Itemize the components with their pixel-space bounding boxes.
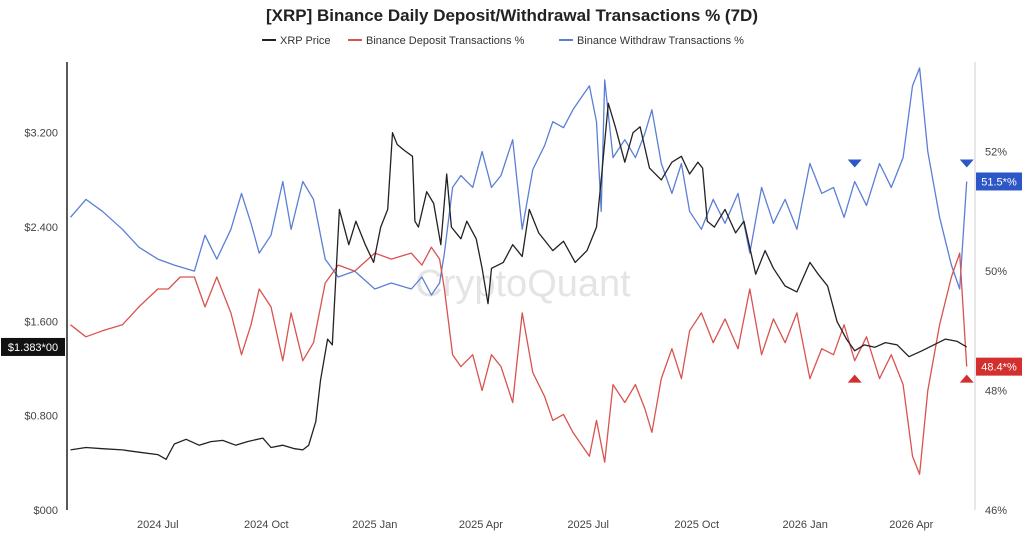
- y-right-tick-label: 48%: [985, 386, 1007, 398]
- chart-title: [XRP] Binance Daily Deposit/Withdrawal T…: [265, 6, 758, 25]
- y-right-tick-label: 46%: [985, 505, 1007, 517]
- watermark: CryptoQuant: [415, 263, 631, 305]
- marker-up-triangle: [959, 374, 974, 383]
- deposit-badge: [976, 357, 1022, 376]
- y-left-tick-label: $2.400: [24, 222, 58, 234]
- x-tick-label: 2025 Apr: [459, 519, 503, 531]
- y-left-tick-label: $000: [34, 505, 58, 517]
- series-line-1: [70, 246, 968, 475]
- y-left-tick-label: $1.600: [24, 316, 58, 328]
- y-left-tick-label: $3.200: [24, 128, 58, 140]
- series-line-0: [70, 102, 968, 460]
- legend-label-2: Binance Withdraw Transactions %: [577, 35, 744, 47]
- x-tick-label: 2026 Apr: [889, 519, 933, 531]
- x-tick-label: 2025 Oct: [674, 519, 719, 531]
- x-axis-ticks: 2024 Jul 2024 Oct 2025 Jan 2025 Apr 2025 Jul…: [137, 519, 934, 531]
- marker-down-triangle: [959, 159, 974, 168]
- x-tick-label: 2024 Jul: [137, 519, 179, 531]
- y-axis-right-ticks: 46% 48% 50% 52%: [985, 147, 1007, 517]
- price-badge: [1, 337, 65, 356]
- x-tick-label: 2025 Jan: [352, 519, 397, 531]
- withdraw-badge: [976, 172, 1022, 191]
- series-lines: [70, 67, 968, 475]
- series-line-2: [70, 67, 968, 296]
- marker-up-triangle: [847, 374, 862, 383]
- x-tick-label: 2025 Jul: [567, 519, 609, 531]
- y-right-tick-label: 50%: [985, 266, 1007, 278]
- x-tick-label: 2026 Jan: [783, 519, 828, 531]
- y-right-tick-label: 52%: [985, 147, 1007, 159]
- legend-label-0: XRP Price: [280, 35, 331, 47]
- legend-label-1: Binance Deposit Transactions %: [366, 35, 525, 47]
- withdraw-badge-label: 51.5*%: [981, 176, 1017, 188]
- x-tick-label: 2024 Oct: [244, 519, 289, 531]
- deposit-badge-label: 48.4*%: [981, 362, 1017, 374]
- y-left-tick-label: $0.800: [24, 411, 58, 423]
- price-badge-label: $1.383*00: [8, 342, 58, 354]
- markers: [847, 159, 974, 383]
- value-badges: $1.383*00 51.5*% 48.4*%: [1, 172, 1022, 376]
- y-axis-left-ticks: $000 $0.800 $1.600 $2.400 $3.200: [24, 128, 58, 517]
- legend: XRP Price Binance Deposit Transactions % B…: [262, 35, 744, 47]
- marker-down-triangle: [847, 159, 862, 168]
